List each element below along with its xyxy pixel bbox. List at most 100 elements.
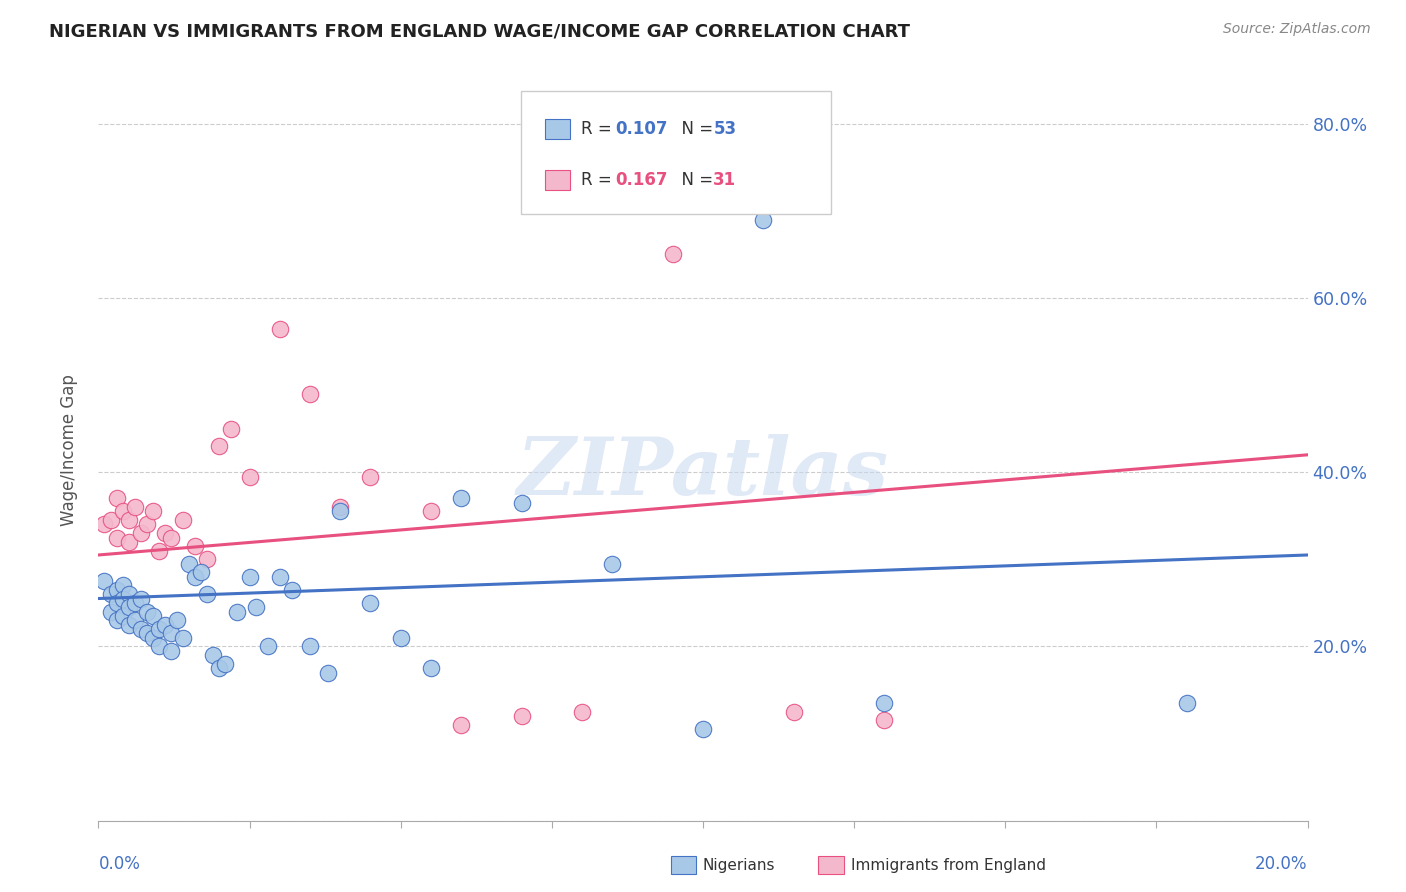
Point (172, 631, 194, 645)
Point (105, 596, 128, 610)
Point (148, 543, 170, 558)
Point (160, 644, 183, 658)
Text: Immigrants from England: Immigrants from England (851, 858, 1046, 872)
Point (208, 661, 231, 675)
Point (195, 587, 218, 601)
Point (420, 661, 443, 675)
Point (256, 640, 278, 654)
Point (142, 609, 165, 624)
Text: 0.107: 0.107 (614, 120, 668, 138)
Point (142, 631, 165, 645)
Point (111, 609, 134, 624)
Point (873, 714, 896, 728)
Point (389, 631, 412, 645)
Y-axis label: Wage/Income Gap: Wage/Income Gap (59, 375, 77, 526)
Text: NIGERIAN VS IMMIGRANTS FROM ENGLAND WAGE/INCOME GAP CORRELATION CHART: NIGERIAN VS IMMIGRANTS FROM ENGLAND WAGE… (49, 22, 910, 40)
Text: R =: R = (581, 120, 617, 138)
Point (202, 648, 225, 662)
Point (118, 617, 141, 632)
Point (124, 613, 146, 627)
Point (1175, 696, 1198, 710)
Point (510, 709, 533, 723)
Point (184, 539, 207, 553)
Point (602, 557, 624, 571)
Point (510, 496, 533, 510)
Point (111, 504, 134, 518)
Text: 20.0%: 20.0% (1256, 855, 1308, 873)
Point (195, 552, 218, 566)
Point (166, 613, 188, 627)
Point (135, 605, 157, 619)
Point (221, 422, 243, 436)
Point (783, 705, 806, 719)
Point (299, 640, 322, 654)
Point (450, 718, 472, 732)
Point (118, 587, 141, 601)
Point (135, 517, 157, 532)
Point (873, 696, 896, 710)
Point (299, 387, 322, 401)
Point (105, 491, 128, 506)
Point (184, 570, 207, 584)
Point (100, 605, 122, 619)
Point (124, 596, 146, 610)
Text: N =: N = (671, 120, 718, 138)
Text: R =: R = (581, 171, 617, 189)
Point (129, 622, 152, 636)
Point (142, 504, 165, 518)
Point (118, 513, 141, 527)
Point (153, 526, 176, 541)
Point (172, 513, 194, 527)
Point (239, 570, 262, 584)
Point (111, 591, 134, 606)
Point (93, 574, 115, 588)
Text: 0.0%: 0.0% (98, 855, 141, 873)
Point (93, 517, 115, 532)
Point (148, 622, 170, 636)
Point (100, 587, 122, 601)
Point (135, 626, 157, 640)
Point (179, 557, 201, 571)
Point (692, 722, 714, 736)
Point (269, 570, 291, 584)
Point (360, 469, 382, 483)
Point (124, 500, 146, 514)
Point (245, 600, 267, 615)
Point (105, 531, 128, 545)
Point (752, 212, 775, 227)
Point (118, 535, 141, 549)
Point (153, 617, 176, 632)
Point (571, 705, 593, 719)
Point (269, 321, 291, 335)
Point (329, 500, 352, 514)
Text: Nigerians: Nigerians (703, 858, 776, 872)
Point (208, 439, 231, 453)
Point (105, 613, 128, 627)
Point (118, 600, 141, 615)
Point (129, 526, 152, 541)
Point (214, 657, 236, 671)
Point (226, 605, 249, 619)
Point (111, 578, 134, 592)
Text: 53: 53 (713, 120, 737, 138)
Point (661, 247, 683, 261)
Text: ZIPatlas: ZIPatlas (517, 434, 889, 511)
Text: 0.167: 0.167 (614, 171, 668, 189)
Text: N =: N = (671, 171, 718, 189)
Point (360, 596, 382, 610)
Point (316, 665, 339, 680)
Text: Source: ZipAtlas.com: Source: ZipAtlas.com (1223, 22, 1371, 37)
Point (281, 582, 304, 597)
Point (105, 582, 128, 597)
Point (160, 626, 183, 640)
Point (148, 640, 170, 654)
Point (239, 469, 262, 483)
Point (450, 491, 472, 506)
Point (329, 504, 352, 518)
Point (190, 566, 212, 580)
Point (160, 531, 183, 545)
Point (129, 591, 152, 606)
Point (100, 513, 122, 527)
Point (420, 504, 443, 518)
Text: 31: 31 (713, 171, 737, 189)
